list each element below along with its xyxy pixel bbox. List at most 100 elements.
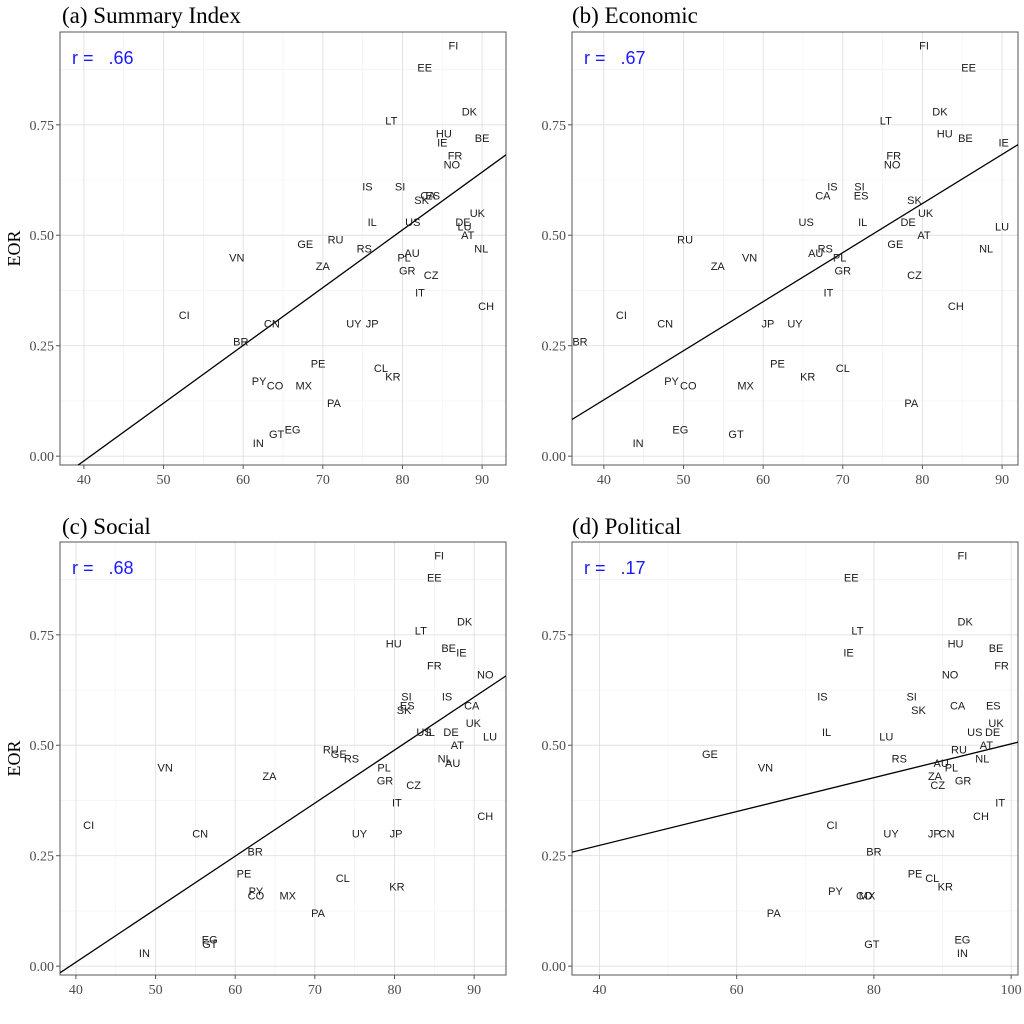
data-point-gr: GR [955, 776, 972, 788]
data-point-ca: CA [950, 700, 966, 712]
data-point-hu: HU [386, 639, 402, 651]
x-tick-label: 40 [69, 983, 83, 998]
data-point-ci: CI [827, 820, 838, 832]
data-point-us: US [799, 217, 814, 229]
data-point-lt: LT [880, 115, 892, 127]
data-point-ee: EE [417, 62, 432, 74]
data-point-lt: LT [385, 115, 397, 127]
plot-frame [571, 31, 1019, 466]
data-point-us: US [416, 727, 431, 739]
x-tick-label: 40 [77, 473, 91, 488]
data-point-in: IN [633, 438, 644, 450]
data-point-no: NO [477, 670, 494, 682]
data-point-co: CO [267, 380, 284, 392]
data-point-ru: RU [951, 745, 967, 757]
data-point-rs: RS [818, 244, 833, 256]
data-point-kr: KR [800, 372, 815, 384]
data-point-pa: PA [767, 908, 782, 920]
data-point-au: AU [934, 758, 949, 770]
data-point-cl: CL [925, 873, 939, 885]
data-point-eg: EG [672, 425, 688, 437]
data-point-nl: NL [979, 244, 993, 256]
y-tick-label: 0.25 [30, 850, 55, 865]
data-point-ie: IE [843, 647, 853, 659]
data-point-br: BR [866, 846, 881, 858]
data-point-dk: DK [457, 617, 473, 629]
data-point-za: ZA [316, 261, 331, 273]
x-tick-label: 60 [730, 983, 744, 998]
data-point-no: NO [884, 160, 901, 172]
data-point-in: IN [957, 948, 968, 960]
x-tick-label: 70 [316, 473, 330, 488]
data-point-ge: GE [331, 749, 347, 761]
x-tick-label: 90 [467, 983, 481, 998]
data-point-us: US [967, 727, 982, 739]
data-point-br: BR [247, 846, 262, 858]
data-point-gr: GR [835, 266, 852, 278]
data-point-fr: FR [886, 151, 901, 163]
data-point-ch: CH [973, 811, 989, 823]
panel-title: (d) Political [572, 514, 681, 539]
data-point-no: NO [444, 160, 461, 172]
data-point-be: BE [958, 133, 973, 145]
data-point-fi: FI [958, 550, 968, 562]
plot-frame [59, 31, 507, 466]
data-point-ee: EE [961, 62, 976, 74]
data-point-be: BE [441, 643, 456, 655]
data-point-au: AU [808, 248, 823, 260]
data-point-ca: CA [464, 700, 480, 712]
data-point-fi: FI [919, 40, 929, 52]
data-point-nl: NL [474, 244, 488, 256]
data-point-us: US [405, 217, 420, 229]
data-point-il: IL [426, 727, 435, 739]
chart-panel-1: 40 50 60 70 80 90 0.00 0.25 0.50 0.75 (a) Summary … [4, 3, 507, 488]
data-point-de: DE [455, 217, 470, 229]
data-point-vn: VN [758, 762, 773, 774]
data-point-za: ZA [262, 771, 277, 783]
data-point-uk: UK [988, 718, 1004, 730]
data-point-ie: IE [998, 137, 1008, 149]
x-tick-label: 50 [677, 473, 691, 488]
data-point-eg: EG [954, 935, 970, 947]
data-point-dk: DK [958, 617, 974, 629]
x-tick-label: 50 [149, 983, 163, 998]
data-point-py: PY [252, 376, 267, 388]
data-point-gr: GR [377, 776, 394, 788]
data-point-cl: CL [374, 363, 388, 375]
data-point-is: IS [817, 692, 827, 704]
data-point-pl: PL [945, 762, 958, 774]
data-point-nl: NL [438, 754, 452, 766]
y-tick-label: 0.25 [542, 850, 567, 865]
data-point-mx: MX [280, 890, 297, 902]
x-tick-label: 40 [592, 983, 606, 998]
data-point-vn: VN [229, 252, 244, 264]
data-point-sk: SK [907, 195, 922, 207]
data-point-mx: MX [859, 890, 876, 902]
data-point-es: ES [986, 700, 1001, 712]
data-point-rs: RS [357, 244, 372, 256]
data-point-de: DE [985, 727, 1000, 739]
data-point-jp: JP [761, 319, 774, 331]
data-point-it: IT [824, 288, 834, 300]
y-tick-label: 0.00 [30, 450, 55, 465]
panel-title: (b) Economic [572, 3, 698, 28]
correlation-label: r = .68 [72, 558, 134, 578]
y-tick-label: 0.00 [30, 960, 55, 975]
data-point-pl: PL [377, 762, 390, 774]
correlation-label: r = .66 [72, 48, 134, 68]
data-point-il: IL [858, 217, 867, 229]
data-point-cz: CZ [406, 780, 421, 792]
data-point-uy: UY [346, 319, 362, 331]
data-point-cn: CN [264, 319, 280, 331]
data-point-fr: FR [427, 661, 442, 673]
data-point-be: BE [989, 643, 1004, 655]
data-point-gt: GT [728, 429, 744, 441]
data-point-pa: PA [327, 398, 342, 410]
data-point-vn: VN [742, 252, 757, 264]
data-point-cz: CZ [907, 270, 922, 282]
data-point-za: ZA [711, 261, 726, 273]
data-point-pa: PA [904, 398, 919, 410]
data-point-at: AT [980, 740, 994, 752]
plot-frame [571, 541, 1019, 976]
y-tick-label: 0.50 [30, 739, 55, 754]
